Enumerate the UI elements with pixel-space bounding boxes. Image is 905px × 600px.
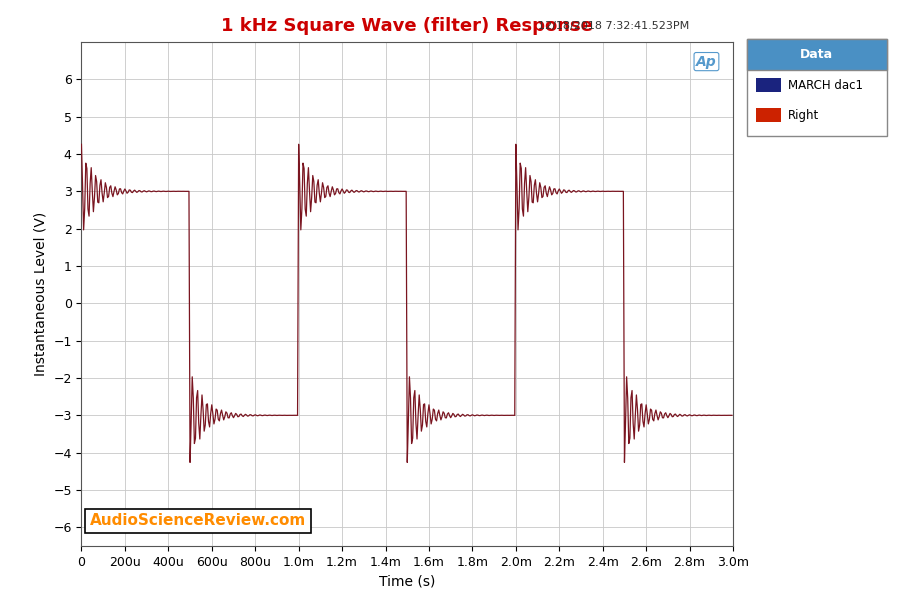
Text: Right: Right (788, 109, 820, 122)
Text: MARCH dac1: MARCH dac1 (788, 79, 863, 92)
X-axis label: Time (s): Time (s) (379, 574, 435, 588)
Text: Data: Data (800, 48, 834, 61)
Text: Ap: Ap (696, 55, 717, 68)
Y-axis label: Instantaneous Level (V): Instantaneous Level (V) (33, 212, 48, 376)
Text: AudioScienceReview.com: AudioScienceReview.com (90, 514, 306, 529)
Text: 12/18/2018 7:32:41.523PM: 12/18/2018 7:32:41.523PM (538, 21, 690, 31)
Title: 1 kHz Square Wave (filter) Response: 1 kHz Square Wave (filter) Response (222, 17, 593, 35)
